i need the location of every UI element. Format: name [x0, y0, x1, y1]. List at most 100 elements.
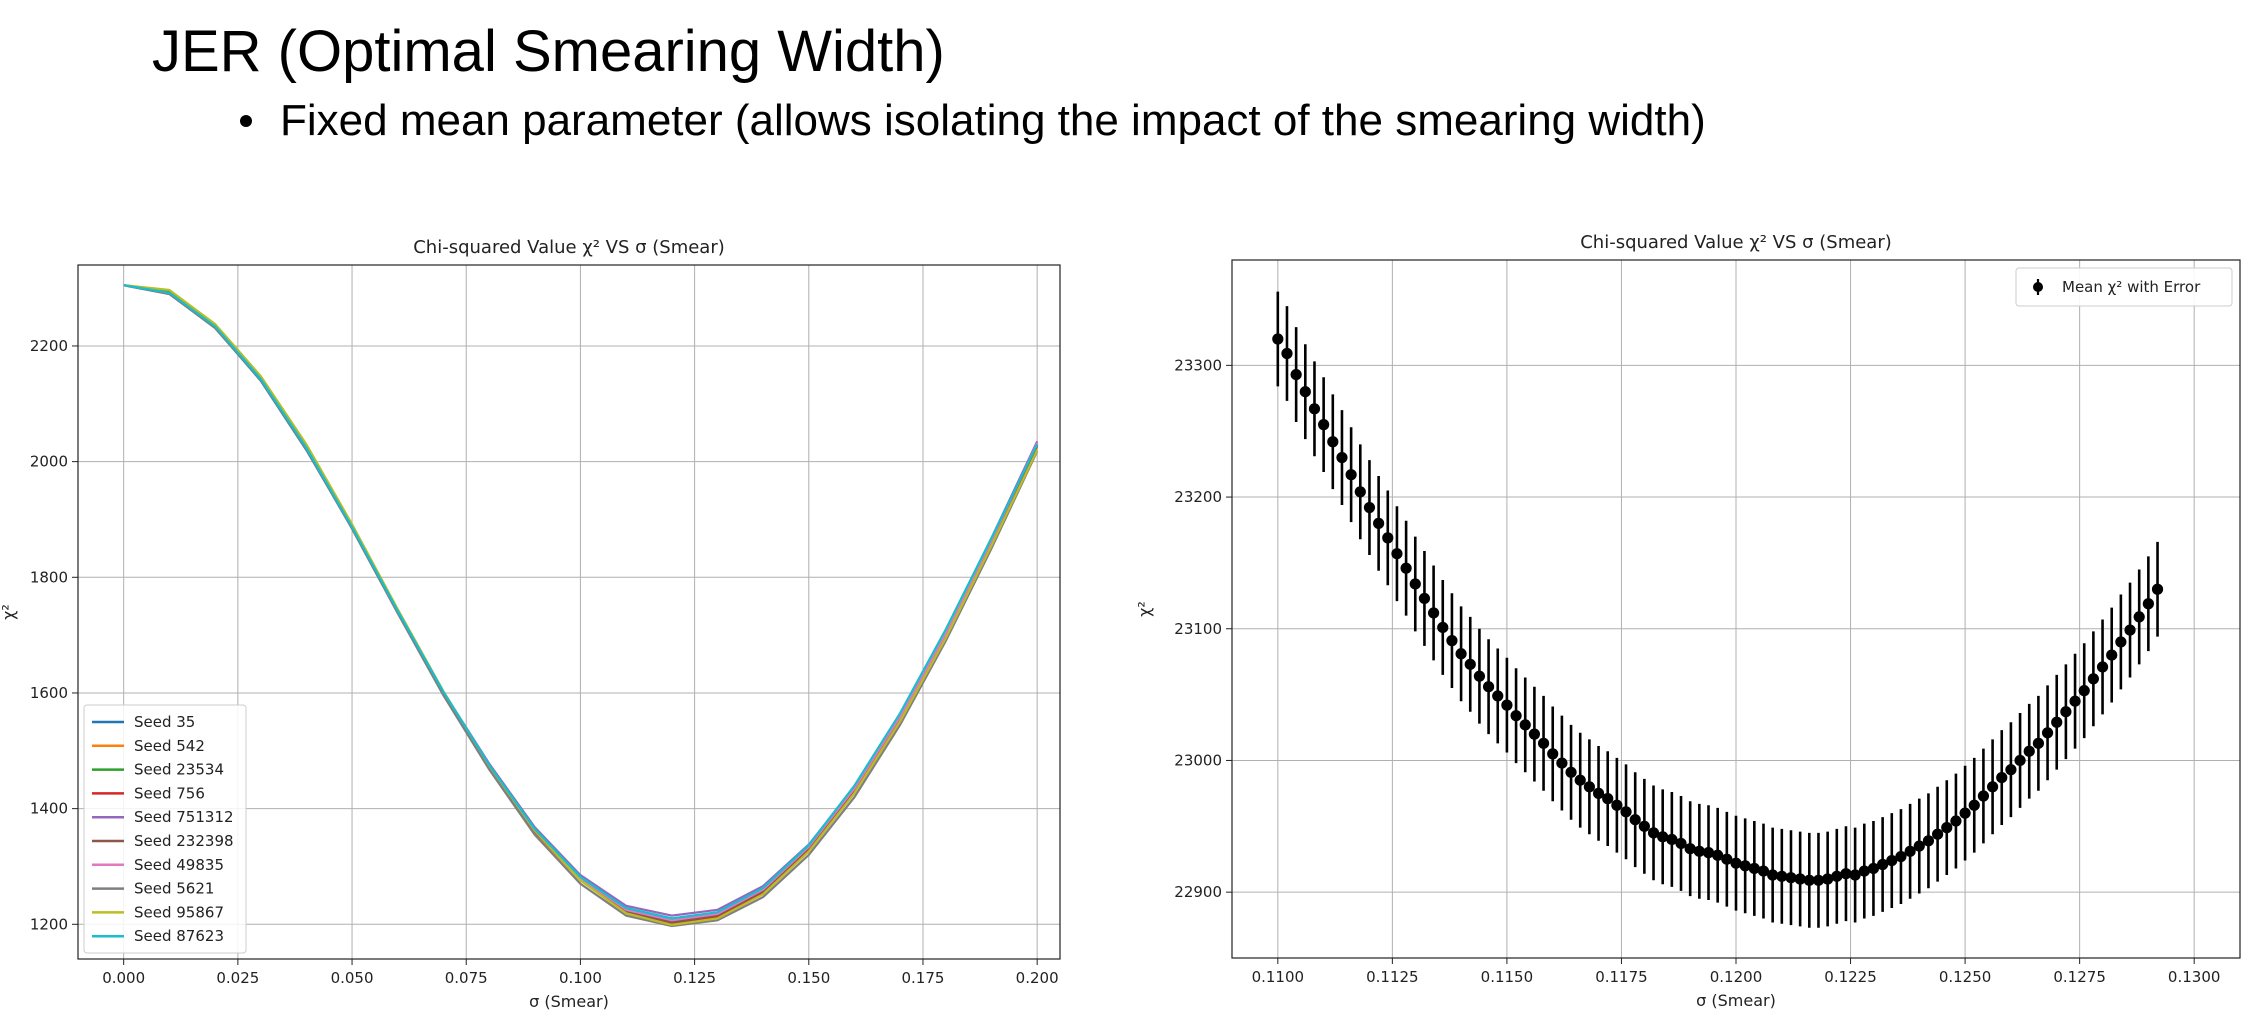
x-tick-label: 0.175	[902, 969, 945, 987]
data-point	[1455, 648, 1467, 660]
x-tick-label: 0.1300	[2168, 968, 2221, 986]
data-point	[1528, 728, 1540, 740]
data-point	[1592, 787, 1605, 799]
data-point	[1877, 858, 1889, 871]
data-point	[2023, 745, 2035, 757]
x-tick-label: 0.1175	[1595, 968, 1648, 986]
data-point	[1849, 869, 1861, 881]
data-point	[1501, 699, 1513, 711]
data-point	[1932, 828, 1944, 840]
data-point	[1730, 857, 1742, 869]
legend-marker-swatch	[2033, 282, 2043, 292]
data-point	[1959, 807, 1971, 819]
data-point	[2087, 673, 2099, 685]
data-point	[1299, 386, 1311, 398]
data-point	[1446, 635, 1458, 647]
x-tick-label: 0.1100	[1252, 968, 1305, 986]
data-point	[1272, 333, 1284, 345]
x-tick-label: 0.1275	[2053, 968, 2106, 986]
x-tick-label: 0.125	[673, 969, 716, 987]
legend-entry: Seed 751312	[134, 808, 234, 826]
bullet-text: Fixed mean parameter (allows isolating t…	[280, 96, 1706, 145]
data-point	[2005, 764, 2017, 776]
bullet-icon	[240, 115, 252, 127]
data-point	[1437, 621, 1449, 634]
data-point	[1803, 874, 1815, 886]
data-point	[1941, 822, 1953, 834]
data-point	[1382, 532, 1394, 544]
data-point	[1418, 592, 1431, 605]
data-point	[1290, 368, 1302, 381]
data-point	[1702, 847, 1715, 859]
x-tick-label: 0.075	[445, 969, 488, 987]
data-point	[2032, 737, 2044, 749]
data-point	[1693, 845, 1705, 857]
data-point	[1638, 820, 1650, 832]
chart-title: Chi-squared Value χ² VS σ (Smear)	[413, 237, 725, 258]
data-point	[1409, 578, 1421, 590]
data-point	[1464, 658, 1476, 670]
chart-mean-errorbar: Chi-squared Value χ² VS σ (Smear) 0.1100 0…	[1135, 232, 2241, 1010]
data-point	[1400, 562, 1412, 574]
data-point	[1492, 690, 1504, 702]
data-point	[1482, 681, 1495, 693]
data-point	[1620, 806, 1632, 818]
legend-entry: Seed 756	[134, 784, 205, 802]
data-point	[1913, 840, 1925, 852]
data-point	[1537, 737, 1550, 749]
legend-entry: Seed 23534	[134, 761, 224, 779]
data-point	[2069, 695, 2081, 707]
x-tick-label: 0.025	[216, 969, 259, 987]
data-point	[1602, 793, 1614, 805]
data-point	[1565, 766, 1577, 778]
y-tick-label: 23200	[1174, 488, 1222, 506]
data-point	[1785, 872, 1797, 884]
legend-entry: Seed 95867	[134, 903, 224, 921]
x-tick-label: 0.100	[559, 969, 602, 987]
data-point	[1345, 469, 1357, 481]
data-point	[1363, 501, 1376, 514]
legend-entry: Seed 5621	[134, 880, 214, 898]
data-point	[2124, 624, 2136, 636]
x-tick-label: 0.1250	[1939, 968, 1992, 986]
data-point	[2142, 598, 2154, 610]
legend-entry: Seed 542	[134, 737, 205, 755]
data-point	[1428, 607, 1440, 619]
x-tick-label: 0.150	[787, 969, 830, 987]
legend-entry: Mean χ² with Error	[2062, 278, 2201, 296]
data-point	[2014, 754, 2026, 767]
y-tick-label: 2000	[30, 453, 68, 471]
y-tick-label: 23100	[1174, 620, 1222, 638]
data-point	[1556, 757, 1568, 769]
x-tick-label: 0.050	[331, 969, 374, 987]
data-point	[1327, 436, 1339, 448]
x-axis-label: σ (Smear)	[1696, 991, 1776, 1010]
y-tick-label: 22900	[1174, 883, 1222, 901]
data-point	[1354, 486, 1366, 498]
data-point	[1308, 403, 1321, 415]
data-point	[1473, 670, 1486, 682]
data-point	[2078, 685, 2090, 697]
data-point	[1812, 874, 1825, 886]
data-point	[1748, 862, 1760, 875]
data-point	[1519, 719, 1531, 731]
data-point	[1858, 865, 1870, 877]
data-point	[2106, 649, 2118, 661]
y-tick-label: 1800	[30, 568, 68, 586]
data-point	[1968, 799, 1980, 811]
y-tick-label: 1600	[30, 684, 68, 702]
legend: Mean χ² with Error	[2015, 267, 2233, 307]
series-line	[123, 284, 1039, 927]
data-point	[1895, 850, 1907, 863]
x-tick-label: 0.200	[1016, 969, 1059, 987]
data-point	[1647, 827, 1660, 839]
plot-frame	[77, 264, 1061, 960]
chart-seeds-line: Chi-squared Value χ² VS σ (Smear) 0.000 0.…	[0, 237, 1061, 1011]
y-tick-label: 1200	[30, 915, 68, 933]
y-axis-label: χ²	[0, 604, 18, 620]
data-point	[1739, 860, 1751, 872]
data-point	[1583, 781, 1595, 793]
data-point	[1977, 790, 1990, 802]
data-point	[1611, 799, 1623, 811]
data-point	[2041, 727, 2054, 739]
